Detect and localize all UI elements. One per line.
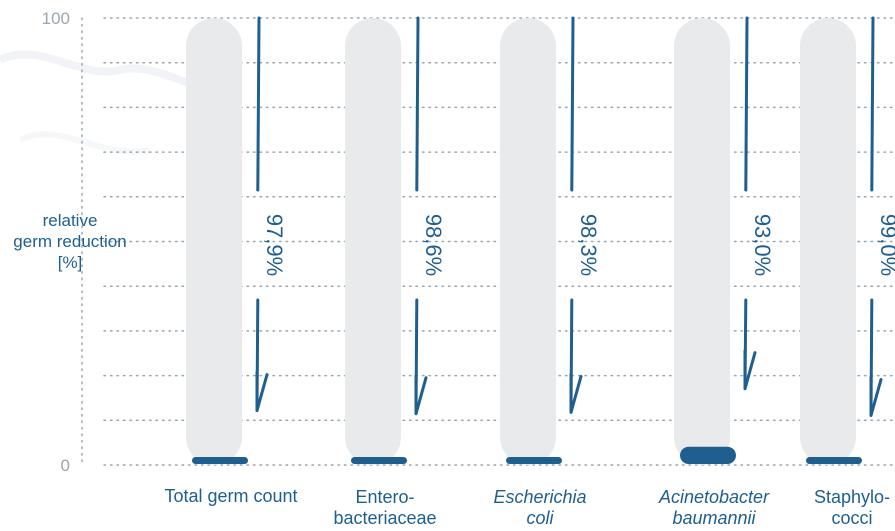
y-tick-label: 100: [42, 9, 70, 28]
reduction-arrow-shaft: [258, 18, 259, 190]
reduction-arrow-head: [871, 378, 881, 416]
remaining-bar: [192, 457, 248, 464]
value-label: 98,6%: [421, 214, 446, 276]
category-label: Escherichia coli: [493, 487, 586, 528]
reduction-arrow-head: [745, 351, 755, 389]
category-label: Staphylo-cocci: [814, 487, 890, 528]
value-label: 93,0%: [750, 214, 775, 276]
bar-track: [345, 18, 401, 465]
reduction-arrow-head: [257, 373, 267, 411]
value-label: 97,9%: [262, 214, 287, 276]
reduction-arrow-head: [416, 376, 426, 414]
value-label: 98,3%: [576, 214, 601, 276]
remaining-bar: [806, 457, 862, 464]
value-label: 99,0%: [876, 214, 895, 276]
y-tick-label: 0: [61, 456, 70, 475]
bar-track: [500, 18, 556, 465]
reduction-arrow-shaft: [872, 18, 873, 190]
y-axis: 0 100 relative germ reduction [%]: [13, 9, 126, 475]
bar-track: [800, 18, 856, 465]
reduction-arrow-shaft: [746, 18, 747, 190]
bar-track: [674, 18, 730, 465]
reduction-arrow-shaft: [417, 18, 418, 190]
y-axis-label: relative germ reduction [%]: [13, 211, 126, 272]
remaining-bar: [506, 457, 562, 464]
remaining-bar: [680, 447, 736, 464]
category-label: Total germ count: [164, 486, 297, 506]
reduction-arrow-head: [571, 374, 581, 412]
category-label: Entero-bacteriaceae: [333, 487, 436, 528]
reduction-arrow-shaft: [572, 18, 573, 190]
remaining-bar: [351, 457, 407, 464]
category-label: Acinetobacter baumannii: [658, 487, 770, 528]
bar-track: [186, 18, 242, 465]
